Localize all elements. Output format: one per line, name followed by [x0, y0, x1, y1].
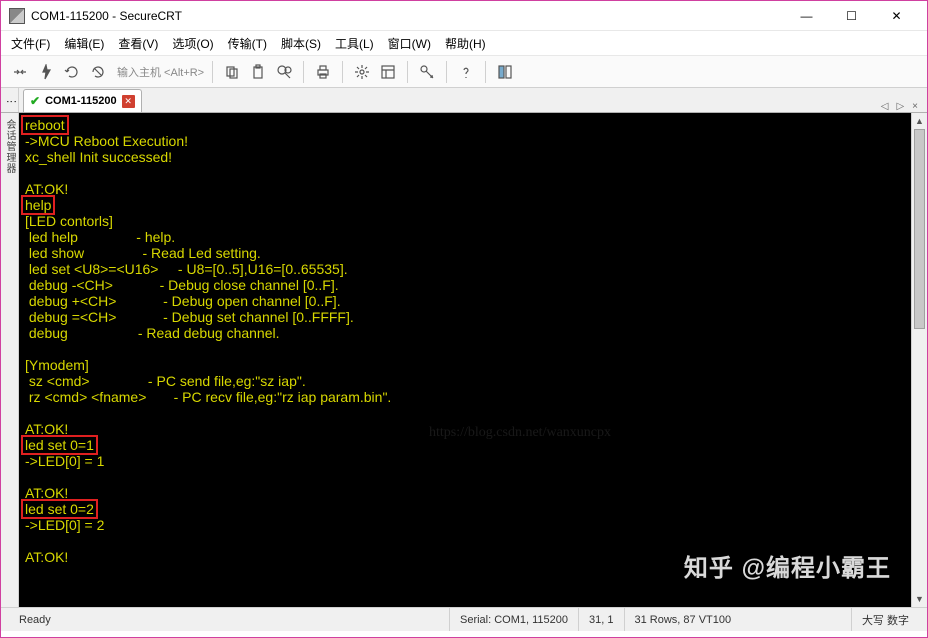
host-input-hint[interactable]: 输入主机 <Alt+R>	[117, 64, 204, 80]
terminal[interactable]: https://blog.csdn.net/wanxuncpx 知乎 @编程小霸…	[19, 113, 911, 607]
toolbar-sep	[446, 61, 447, 83]
tab-close-icon[interactable]: ✕	[122, 95, 135, 108]
connected-check-icon: ✔	[30, 94, 40, 108]
terminal-line: AT:OK!	[25, 181, 905, 197]
disconnect-icon[interactable]	[87, 61, 109, 83]
toolbar-sep	[342, 61, 343, 83]
tab-label: COM1-115200	[45, 95, 117, 107]
toolbar: 输入主机 <Alt+R>	[1, 56, 927, 88]
status-caps: 大写 数字	[851, 608, 919, 631]
terminal-line: ->MCU Reboot Execution!	[25, 133, 905, 149]
terminal-line: rz <cmd> <fname> - PC recv file,eg:"rz i…	[25, 389, 905, 405]
status-bar: Ready Serial: COM1, 115200 31, 1 31 Rows…	[1, 607, 927, 631]
find-icon[interactable]	[273, 61, 295, 83]
tab-nav: ◁ ▷ ×	[878, 101, 927, 112]
menu-help[interactable]: 帮助(H)	[445, 35, 486, 52]
menu-file[interactable]: 文件(F)	[11, 35, 50, 52]
terminal-line	[25, 405, 905, 421]
menu-bar: 文件(F) 编辑(E) 查看(V) 选项(O) 传输(T) 脚本(S) 工具(L…	[1, 31, 927, 56]
menu-tools[interactable]: 工具(L)	[335, 35, 374, 52]
terminal-line: xc_shell Init successed!	[25, 149, 905, 165]
session-manager-rail[interactable]: 会话管理器	[1, 113, 19, 607]
terminal-line	[25, 165, 905, 181]
tab-prev-icon[interactable]: ◁	[878, 101, 892, 112]
terminal-line: led show - Read Led setting.	[25, 245, 905, 261]
help-icon[interactable]	[455, 61, 477, 83]
terminal-line: led set <U8>=<U16> - U8=[0..5],U16=[0..6…	[25, 261, 905, 277]
minimize-button[interactable]: —	[784, 2, 829, 30]
tab-next-icon[interactable]: ▷	[893, 101, 907, 112]
terminal-line: AT:OK!	[25, 485, 905, 501]
toolbar-sep	[212, 61, 213, 83]
status-serial: Serial: COM1, 115200	[449, 608, 578, 631]
terminal-line: led set 0=2	[25, 501, 905, 517]
toolbar-sep	[485, 61, 486, 83]
paste-icon[interactable]	[247, 61, 269, 83]
quick-connect-icon[interactable]	[35, 61, 57, 83]
status-size: 31 Rows, 87 VT100	[624, 608, 742, 631]
terminal-line	[25, 341, 905, 357]
tab-strip: ⋮ ✔ COM1-115200 ✕ ◁ ▷ ×	[1, 88, 927, 113]
settings-icon[interactable]	[351, 61, 373, 83]
print-icon[interactable]	[312, 61, 334, 83]
copy-icon[interactable]	[221, 61, 243, 83]
terminal-line: sz <cmd> - PC send file,eg:"sz iap".	[25, 373, 905, 389]
terminal-line: help	[25, 197, 905, 213]
terminal-line: ->LED[0] = 1	[25, 453, 905, 469]
menu-edit[interactable]: 编辑(E)	[64, 35, 104, 52]
terminal-line: [LED contorls]	[25, 213, 905, 229]
terminal-line: [Ymodem]	[25, 357, 905, 373]
window-buttons: — ☐ ✕	[784, 2, 919, 30]
session-options-icon[interactable]	[377, 61, 399, 83]
side-gutter-icon[interactable]: ⋮	[1, 88, 19, 112]
tab-closeall-icon[interactable]: ×	[909, 101, 921, 112]
terminal-line: debug +<CH> - Debug open channel [0..F].	[25, 293, 905, 309]
window-title: COM1-115200 - SecureCRT	[31, 9, 784, 23]
menu-transfer[interactable]: 传输(T)	[228, 35, 267, 52]
status-cursor: 31, 1	[578, 608, 623, 631]
key-icon[interactable]	[416, 61, 438, 83]
menu-options[interactable]: 选项(O)	[172, 35, 213, 52]
reconnect-icon[interactable]	[61, 61, 83, 83]
watermark-text: 知乎 @编程小霸王	[684, 561, 891, 577]
terminal-line	[25, 533, 905, 549]
terminal-line: debug - Read debug channel.	[25, 325, 905, 341]
toolbar-sep	[303, 61, 304, 83]
faint-watermark: https://blog.csdn.net/wanxuncpx	[429, 425, 611, 441]
zhihu-watermark: 知乎 @编程小霸王	[684, 561, 891, 577]
terminal-line: ->LED[0] = 2	[25, 517, 905, 533]
terminal-line: led help - help.	[25, 229, 905, 245]
menu-script[interactable]: 脚本(S)	[281, 35, 321, 52]
terminal-line: debug -<CH> - Debug close channel [0..F]…	[25, 277, 905, 293]
scroll-thumb[interactable]	[914, 129, 925, 329]
toggle-icon[interactable]	[494, 61, 516, 83]
work-area: 会话管理器 https://blog.csdn.net/wanxuncpx 知乎…	[1, 113, 927, 607]
terminal-line: reboot	[25, 117, 905, 133]
close-button[interactable]: ✕	[874, 2, 919, 30]
terminal-line: debug =<CH> - Debug set channel [0..FFFF…	[25, 309, 905, 325]
app-icon	[9, 8, 25, 24]
toolbar-sep	[407, 61, 408, 83]
terminal-line	[25, 469, 905, 485]
menu-view[interactable]: 查看(V)	[118, 35, 158, 52]
scroll-up-icon[interactable]: ▲	[912, 113, 927, 129]
status-ready: Ready	[9, 608, 449, 631]
session-tab[interactable]: ✔ COM1-115200 ✕	[23, 89, 142, 112]
connect-icon[interactable]	[9, 61, 31, 83]
scroll-down-icon[interactable]: ▼	[912, 591, 927, 607]
terminal-scrollbar[interactable]: ▲ ▼	[911, 113, 927, 607]
maximize-button[interactable]: ☐	[829, 2, 874, 30]
menu-window[interactable]: 窗口(W)	[388, 35, 431, 52]
title-bar: COM1-115200 - SecureCRT — ☐ ✕	[1, 1, 927, 31]
